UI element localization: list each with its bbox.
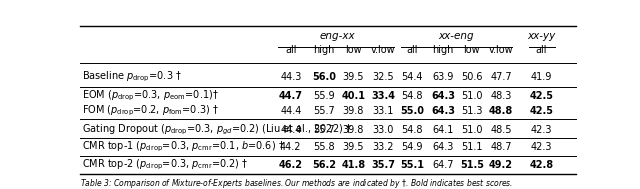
Text: 44.4: 44.4: [280, 125, 301, 135]
Text: 64.3: 64.3: [431, 106, 455, 116]
Text: Table 3: Comparison of Mixture-of-Experts baselines. Our methods are indicated b: Table 3: Comparison of Mixture-of-Expert…: [80, 177, 513, 189]
Text: eng-xx: eng-xx: [319, 31, 355, 41]
Text: 39.8: 39.8: [342, 125, 364, 135]
Text: 64.3: 64.3: [433, 142, 454, 152]
Text: FOM ($p_{\mathrm{drop}}$=0.2, $p_{\mathrm{fom}}$=0.3) $\dagger$: FOM ($p_{\mathrm{drop}}$=0.2, $p_{\mathr…: [83, 104, 220, 118]
Text: 33.4: 33.4: [371, 91, 395, 101]
Text: 55.9: 55.9: [313, 91, 335, 101]
Text: 51.0: 51.0: [461, 125, 483, 135]
Text: 42.8: 42.8: [529, 160, 554, 170]
Text: 55.7: 55.7: [313, 106, 335, 116]
Text: 56.0: 56.0: [312, 72, 336, 82]
Text: 33.2: 33.2: [372, 142, 394, 152]
Text: EOM ($p_{\mathrm{drop}}$=0.3, $p_{\mathrm{eom}}$=0.1)$\dagger$: EOM ($p_{\mathrm{drop}}$=0.3, $p_{\mathr…: [83, 89, 220, 103]
Text: high: high: [433, 45, 454, 55]
Text: 42.5: 42.5: [529, 91, 553, 101]
Text: low: low: [345, 45, 362, 55]
Text: 32.5: 32.5: [372, 72, 394, 82]
Text: 33.0: 33.0: [372, 125, 394, 135]
Text: Gating Dropout ($p_{\mathrm{drop}}$=0.3, $p_{gd}$=0.2) (Liu et al., 2022) $\dagg: Gating Dropout ($p_{\mathrm{drop}}$=0.3,…: [83, 122, 352, 137]
Text: all: all: [536, 45, 547, 55]
Text: 55.7: 55.7: [313, 125, 335, 135]
Text: 44.4: 44.4: [280, 106, 301, 116]
Text: Baseline $p_{\mathrm{drop}}$=0.3 $\dagger$: Baseline $p_{\mathrm{drop}}$=0.3 $\dagge…: [83, 70, 182, 84]
Text: CMR top-2 ($p_{\mathrm{drop}}$=0.3, $p_{\mathrm{cmr}}$=0.2) $\dagger$: CMR top-2 ($p_{\mathrm{drop}}$=0.3, $p_{…: [83, 158, 248, 172]
Text: 39.8: 39.8: [342, 106, 364, 116]
Text: 51.3: 51.3: [461, 106, 483, 116]
Text: 64.3: 64.3: [431, 91, 455, 101]
Text: 54.9: 54.9: [401, 142, 422, 152]
Text: 35.7: 35.7: [371, 160, 395, 170]
Text: 41.8: 41.8: [341, 160, 365, 170]
Text: 44.3: 44.3: [280, 72, 301, 82]
Text: xx-yy: xx-yy: [527, 31, 556, 41]
Text: 51.0: 51.0: [461, 91, 483, 101]
Text: 40.1: 40.1: [341, 91, 365, 101]
Text: 49.2: 49.2: [489, 160, 513, 170]
Text: 44.2: 44.2: [280, 142, 301, 152]
Text: 33.1: 33.1: [372, 106, 394, 116]
Text: all: all: [406, 45, 417, 55]
Text: 51.5: 51.5: [460, 160, 484, 170]
Text: 64.7: 64.7: [433, 160, 454, 170]
Text: v.low: v.low: [489, 45, 513, 55]
Text: 55.8: 55.8: [313, 142, 335, 152]
Text: 50.6: 50.6: [461, 72, 483, 82]
Text: 48.5: 48.5: [490, 125, 512, 135]
Text: 39.5: 39.5: [342, 72, 364, 82]
Text: 48.3: 48.3: [490, 91, 512, 101]
Text: 42.3: 42.3: [531, 125, 552, 135]
Text: 48.8: 48.8: [489, 106, 513, 116]
Text: 63.9: 63.9: [433, 72, 454, 82]
Text: CMR top-1 ($p_{\mathrm{drop}}$=0.3, $p_{\mathrm{cmr}}$=0.1, $b$=0.6) $\dagger$: CMR top-1 ($p_{\mathrm{drop}}$=0.3, $p_{…: [83, 140, 285, 154]
Text: low: low: [463, 45, 480, 55]
Text: high: high: [314, 45, 335, 55]
Text: 46.2: 46.2: [279, 160, 303, 170]
Text: 42.5: 42.5: [529, 106, 553, 116]
Text: 54.4: 54.4: [401, 72, 422, 82]
Text: 64.1: 64.1: [433, 125, 454, 135]
Text: 54.8: 54.8: [401, 125, 422, 135]
Text: 55.0: 55.0: [400, 106, 424, 116]
Text: 42.3: 42.3: [531, 142, 552, 152]
Text: v.low: v.low: [371, 45, 396, 55]
Text: 48.7: 48.7: [490, 142, 512, 152]
Text: 56.2: 56.2: [312, 160, 336, 170]
Text: all: all: [285, 45, 296, 55]
Text: 54.8: 54.8: [401, 91, 422, 101]
Text: 51.1: 51.1: [461, 142, 483, 152]
Text: 44.7: 44.7: [279, 91, 303, 101]
Text: 41.9: 41.9: [531, 72, 552, 82]
Text: xx-eng: xx-eng: [438, 31, 474, 41]
Text: 47.7: 47.7: [490, 72, 512, 82]
Text: 55.1: 55.1: [400, 160, 424, 170]
Text: 39.5: 39.5: [342, 142, 364, 152]
